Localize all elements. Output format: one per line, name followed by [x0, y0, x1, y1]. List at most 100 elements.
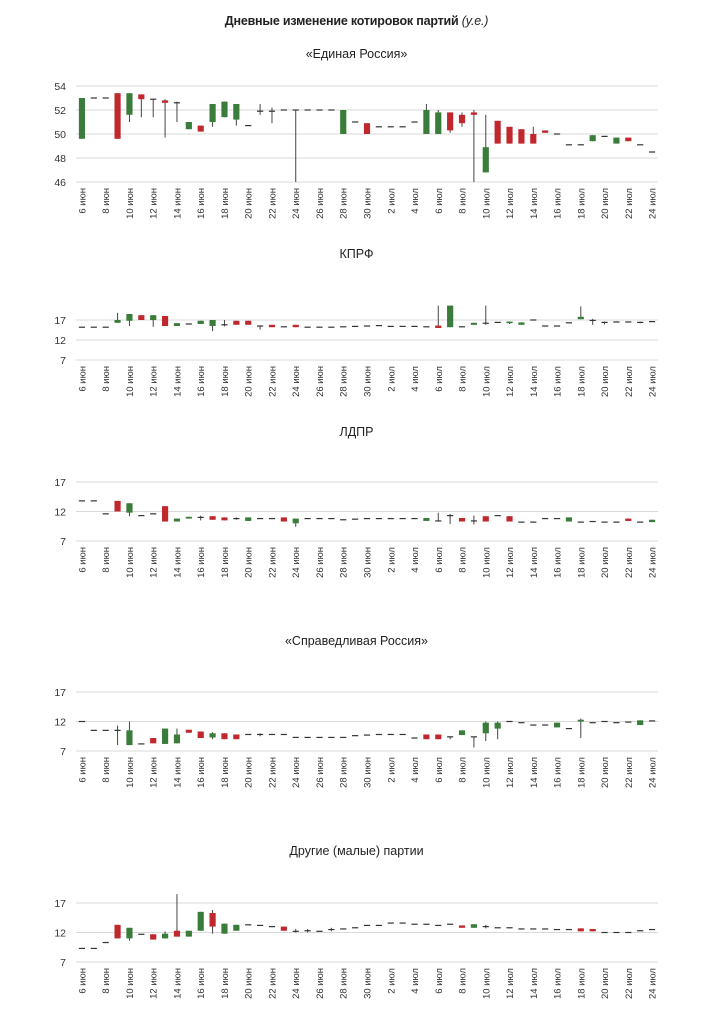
- x-tick-label: 18 июл: [576, 188, 587, 219]
- candle-body: [173, 734, 181, 744]
- candle: [138, 94, 145, 118]
- candle: [209, 732, 216, 740]
- candle: [577, 306, 584, 320]
- candle-body: [126, 927, 133, 939]
- candle: [292, 109, 299, 182]
- x-tick-label: 24 июл: [648, 968, 659, 999]
- candle: [221, 101, 228, 118]
- candle-body: [589, 135, 596, 142]
- candle: [292, 324, 299, 328]
- candle-body: [435, 112, 442, 134]
- candle: [209, 516, 216, 520]
- candle-body: [589, 928, 596, 932]
- candle-body: [280, 517, 287, 522]
- candle: [447, 513, 454, 524]
- x-tick-label: 16 июл: [553, 547, 564, 578]
- y-tick-label: 17: [54, 315, 66, 327]
- candle-body: [482, 722, 489, 734]
- candle: [435, 110, 442, 134]
- candle: [197, 320, 204, 324]
- candle: [221, 923, 228, 934]
- x-tick-label: 6 июл: [434, 366, 445, 392]
- candle: [637, 321, 644, 324]
- x-tick-label: 26 июн: [315, 968, 326, 999]
- candle: [114, 93, 121, 139]
- x-tick-label: 24 июл: [648, 188, 659, 219]
- candle-body: [648, 519, 656, 523]
- candle: [209, 910, 216, 934]
- candle-body: [577, 719, 584, 722]
- chart-panel-1: «Единая Россия» 46 48 50 52 54 6 июн 8 июн 10 ию…: [54, 47, 658, 219]
- y-tick-label: 17: [54, 687, 66, 699]
- candle-body: [197, 911, 204, 931]
- candle: [458, 112, 466, 127]
- panel-title: Другие (малые) партии: [289, 844, 423, 858]
- x-tick-label: 2 июл: [386, 968, 397, 994]
- x-tick-label: 20 июл: [600, 188, 611, 219]
- chart-panel-4: «Справедливая Россия» 7 12 17 6 июн 8 июн 10 и…: [54, 634, 658, 788]
- x-tick-label: 26 июн: [315, 547, 326, 578]
- x-tick-label: 8 июн: [101, 547, 112, 573]
- candle-body: [245, 320, 252, 325]
- candle: [280, 926, 287, 931]
- candle: [363, 123, 371, 134]
- x-tick-label: 10 июл: [481, 757, 492, 788]
- candle: [126, 503, 133, 517]
- x-tick-label: 8 июл: [458, 968, 469, 994]
- candle-body: [482, 516, 489, 522]
- x-tick-label: 20 июн: [244, 188, 255, 219]
- candle-body: [458, 517, 466, 522]
- x-tick-label: 20 июл: [600, 547, 611, 578]
- candle: [648, 519, 656, 523]
- candle-body: [185, 729, 192, 733]
- x-tick-label: 10 июл: [481, 547, 492, 578]
- x-tick-label: 24 июн: [291, 547, 302, 578]
- x-tick-label: 24 июн: [291, 968, 302, 999]
- candle: [435, 512, 442, 522]
- candle-body: [221, 517, 228, 521]
- candle: [78, 98, 86, 139]
- candle-body: [161, 316, 169, 326]
- x-tick-label: 20 июл: [600, 366, 611, 397]
- candle: [161, 316, 169, 326]
- candle: [257, 104, 264, 115]
- x-tick-label: 18 июн: [220, 757, 231, 788]
- x-tick-label: 22 июн: [267, 547, 278, 578]
- candle-body: [625, 518, 632, 521]
- candle-body: [173, 518, 181, 522]
- candle-body: [114, 500, 121, 512]
- candle: [268, 324, 276, 328]
- candle: [458, 517, 466, 522]
- candle: [138, 315, 145, 320]
- candle-body: [150, 738, 157, 744]
- candle: [233, 517, 240, 520]
- x-tick-label: 6 июн: [77, 366, 88, 392]
- x-tick-label: 12 июл: [505, 968, 516, 999]
- candle-body: [185, 122, 192, 130]
- x-tick-label: 16 июл: [553, 968, 564, 999]
- x-tick-label: 20 июн: [244, 547, 255, 578]
- y-tick-label: 12: [54, 717, 66, 729]
- candle-body: [233, 924, 240, 931]
- y-tick-label: 17: [54, 898, 66, 910]
- y-tick-label: 7: [60, 355, 66, 367]
- x-tick-label: 4 июл: [410, 188, 421, 214]
- candle: [553, 722, 561, 728]
- x-tick-label: 28 июн: [339, 366, 350, 397]
- candle-body: [565, 517, 573, 522]
- candle-body: [78, 98, 86, 139]
- x-tick-label: 6 июн: [77, 547, 88, 573]
- y-tick-label: 52: [54, 105, 66, 117]
- candle: [435, 734, 442, 740]
- panel-title: «Справедливая Россия»: [285, 634, 428, 648]
- candle: [482, 516, 489, 522]
- candle: [185, 930, 192, 937]
- candle: [458, 730, 466, 736]
- candle: [280, 517, 287, 522]
- x-tick-label: 26 июн: [315, 757, 326, 788]
- x-tick-label: 20 июл: [600, 757, 611, 788]
- candle-body: [185, 516, 192, 519]
- candle: [482, 114, 489, 173]
- candle-body: [458, 730, 466, 736]
- candle-body: [138, 94, 145, 100]
